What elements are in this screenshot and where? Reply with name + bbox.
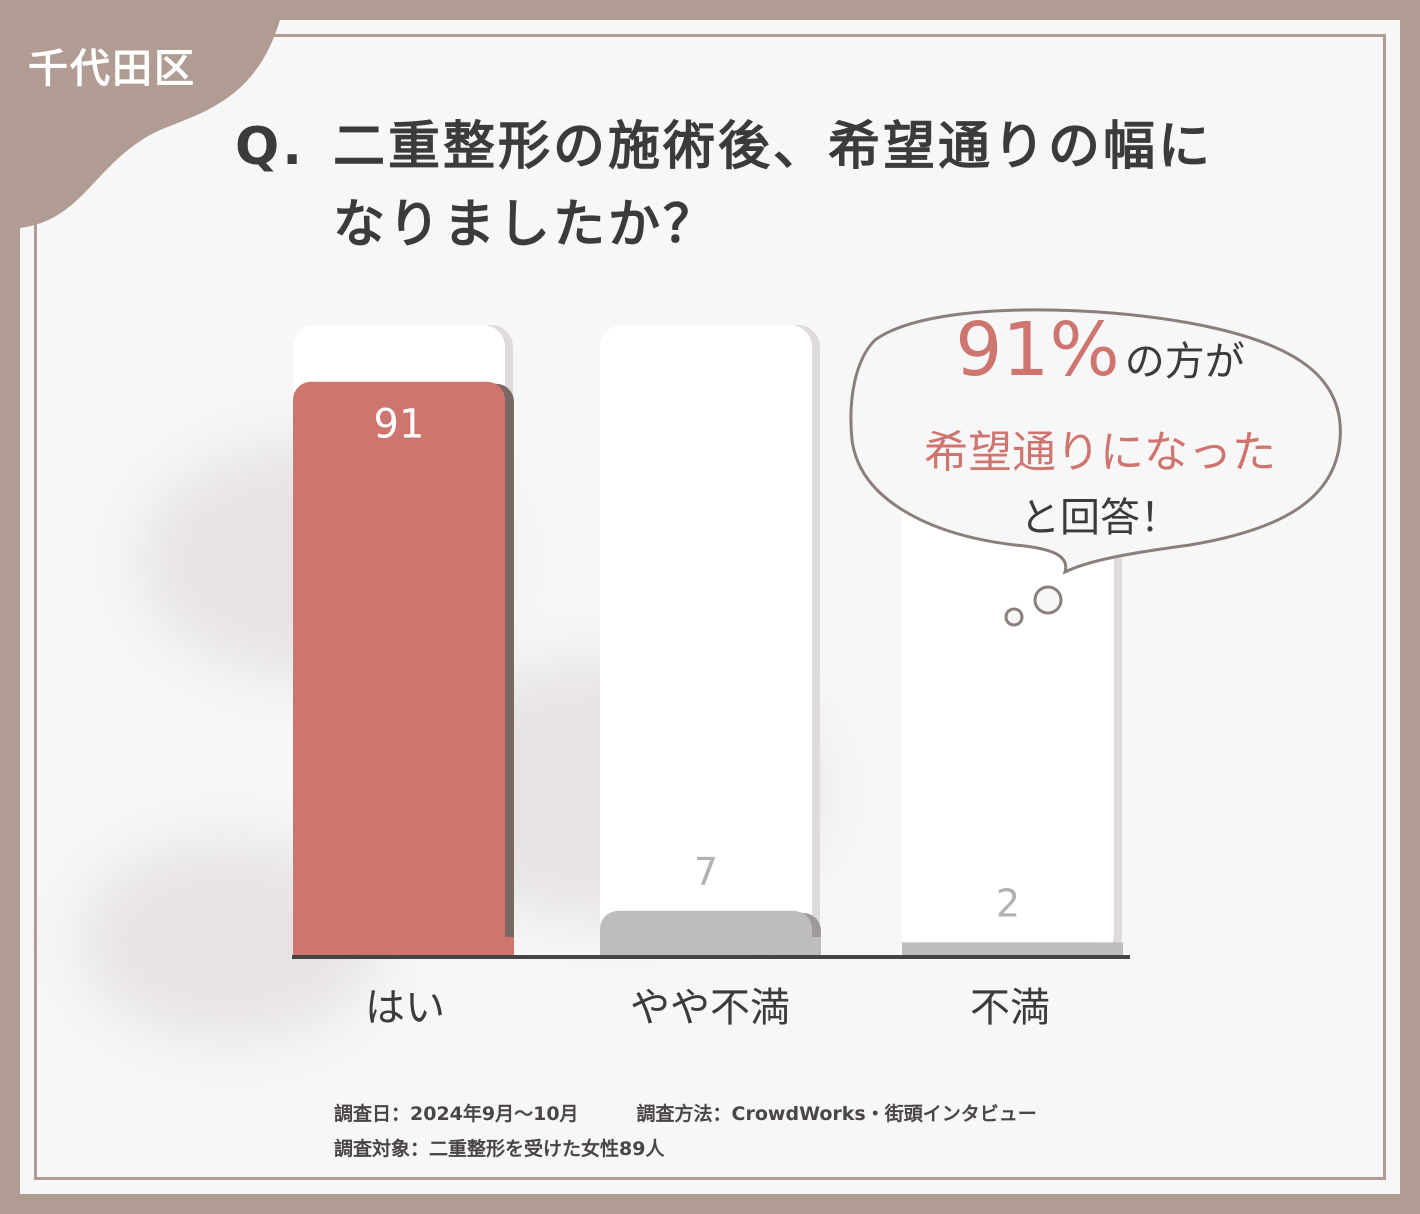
bar-base [293, 937, 514, 955]
area-label: 千代田区 [28, 46, 196, 92]
callout-text: 91% の方が 希望通りになった と回答！ [850, 300, 1350, 550]
survey-target: 調査対象：二重整形を受けた女性89人 [334, 1138, 665, 1160]
survey-method: 調査方法：CrowdWorks・街頭インタビュー [636, 1103, 1037, 1125]
data-label-somewhat-dissatisfied: 7 [694, 850, 718, 894]
survey-footer: 調査日：2024年9月～10月 調査方法：CrowdWorks・街頭インタビュー … [334, 1097, 1037, 1167]
corner-wave-shape [0, 0, 285, 230]
bar-base [600, 937, 821, 955]
survey-date: 調査日：2024年9月～10月 [334, 1103, 579, 1125]
speech-bubble [849, 308, 1342, 575]
bar-base [902, 942, 1123, 955]
category-label-dissatisfied: 不満 [970, 985, 1050, 1031]
bubble-tail-dot [1033, 585, 1063, 615]
category-label-yes: はい [365, 985, 445, 1031]
question-title: Q. 二重整形の施術後、希望通りの幅に なりましたか？ [235, 108, 1213, 264]
callout-percent: 91% [955, 307, 1120, 393]
question-line2: なりましたか？ [333, 195, 719, 255]
category-label-somewhat-dissatisfied: やや不満 [630, 985, 790, 1031]
frame-border [34, 34, 1386, 1180]
bar-yes [293, 381, 505, 955]
callout-line2: 希望通りになった [924, 427, 1276, 478]
callout-line1-rest: の方が [1124, 339, 1245, 385]
bubble-tail-dot [1004, 607, 1024, 627]
callout-line3: と回答！ [1020, 495, 1180, 541]
question-prefix: Q. [235, 117, 305, 177]
data-label-yes: 91 [374, 402, 425, 448]
data-label-dissatisfied: 2 [996, 881, 1020, 925]
bar-track [600, 325, 812, 957]
question-line1: 二重整形の施術後、希望通りの幅に [333, 117, 1214, 177]
